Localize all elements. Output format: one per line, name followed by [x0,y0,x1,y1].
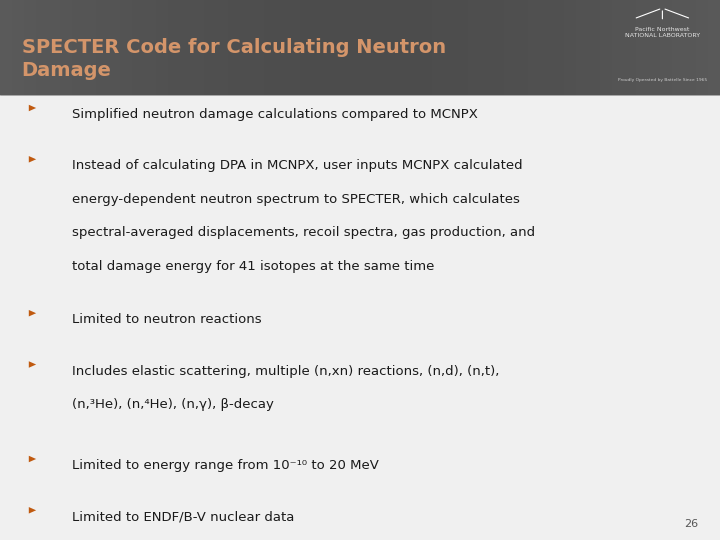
FancyBboxPatch shape [180,0,192,94]
FancyBboxPatch shape [540,0,552,94]
FancyBboxPatch shape [300,0,312,94]
FancyBboxPatch shape [156,0,168,94]
FancyBboxPatch shape [624,0,636,94]
Text: energy-dependent neutron spectrum to SPECTER, which calculates: energy-dependent neutron spectrum to SPE… [72,193,520,206]
FancyBboxPatch shape [276,0,288,94]
FancyBboxPatch shape [396,0,408,94]
Polygon shape [29,310,36,316]
FancyBboxPatch shape [348,0,360,94]
FancyBboxPatch shape [564,0,576,94]
Text: Limited to neutron reactions: Limited to neutron reactions [72,313,261,326]
FancyBboxPatch shape [120,0,132,94]
Text: (n,³He), (n,⁴He), (n,γ), β-decay: (n,³He), (n,⁴He), (n,γ), β-decay [72,398,274,411]
FancyBboxPatch shape [336,0,348,94]
FancyBboxPatch shape [324,0,336,94]
FancyBboxPatch shape [228,0,240,94]
Text: total damage energy for 41 isotopes at the same time: total damage energy for 41 isotopes at t… [72,260,434,273]
FancyBboxPatch shape [252,0,264,94]
Text: Simplified neutron damage calculations compared to MCNPX: Simplified neutron damage calculations c… [72,108,478,121]
Text: Proudly Operated by Battelle Since 1965: Proudly Operated by Battelle Since 1965 [618,78,707,82]
Text: Instead of calculating DPA in MCNPX, user inputs MCNPX calculated: Instead of calculating DPA in MCNPX, use… [72,159,523,172]
FancyBboxPatch shape [168,0,180,94]
FancyBboxPatch shape [612,0,624,94]
FancyBboxPatch shape [576,0,588,94]
FancyBboxPatch shape [240,0,252,94]
FancyBboxPatch shape [288,0,300,94]
Polygon shape [29,361,36,368]
FancyBboxPatch shape [384,0,396,94]
FancyBboxPatch shape [504,0,516,94]
Text: SPECTER Code for Calculating Neutron
Damage: SPECTER Code for Calculating Neutron Dam… [22,38,446,80]
FancyBboxPatch shape [108,0,120,94]
FancyBboxPatch shape [96,0,108,94]
Text: Limited to ENDF/B-V nuclear data: Limited to ENDF/B-V nuclear data [72,510,294,523]
FancyBboxPatch shape [192,0,204,94]
FancyBboxPatch shape [264,0,276,94]
FancyBboxPatch shape [588,0,600,94]
FancyBboxPatch shape [132,0,144,94]
Polygon shape [29,507,36,514]
Text: spectral-averaged displacements, recoil spectra, gas production, and: spectral-averaged displacements, recoil … [72,226,535,239]
Polygon shape [29,105,36,111]
FancyBboxPatch shape [312,0,324,94]
FancyBboxPatch shape [360,0,372,94]
FancyBboxPatch shape [516,0,528,94]
Text: Includes elastic scattering, multiple (n,xn) reactions, (n,d), (n,t),: Includes elastic scattering, multiple (n… [72,364,500,377]
Text: Limited to energy range from 10⁻¹⁰ to 20 MeV: Limited to energy range from 10⁻¹⁰ to 20… [72,459,379,472]
Text: Pacific Northwest
NATIONAL LABORATORY: Pacific Northwest NATIONAL LABORATORY [625,27,700,38]
FancyBboxPatch shape [144,0,156,94]
FancyBboxPatch shape [444,0,456,94]
Polygon shape [29,456,36,462]
FancyBboxPatch shape [480,0,492,94]
FancyBboxPatch shape [84,0,96,94]
FancyBboxPatch shape [456,0,468,94]
FancyBboxPatch shape [204,0,216,94]
Polygon shape [29,156,36,163]
FancyBboxPatch shape [636,0,648,94]
FancyBboxPatch shape [528,0,540,94]
FancyBboxPatch shape [432,0,444,94]
FancyBboxPatch shape [552,0,564,94]
FancyBboxPatch shape [492,0,504,94]
FancyBboxPatch shape [468,0,480,94]
FancyBboxPatch shape [216,0,228,94]
FancyBboxPatch shape [408,0,420,94]
FancyBboxPatch shape [600,0,612,94]
FancyBboxPatch shape [0,0,720,94]
Text: 26: 26 [684,519,698,529]
FancyBboxPatch shape [372,0,384,94]
FancyBboxPatch shape [420,0,432,94]
